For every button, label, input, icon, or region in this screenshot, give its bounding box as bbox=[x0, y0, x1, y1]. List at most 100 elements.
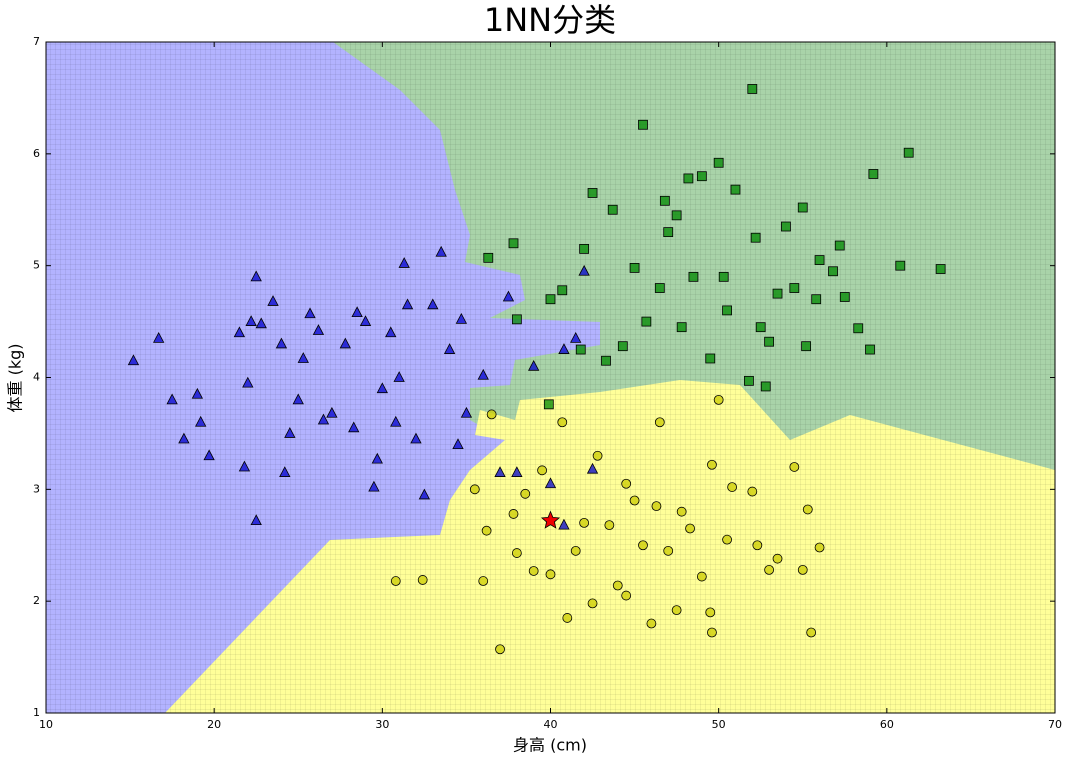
square-point bbox=[638, 119, 648, 130]
square-point bbox=[579, 243, 590, 254]
circle-point bbox=[651, 501, 662, 512]
star-point bbox=[540, 510, 561, 529]
square-point bbox=[755, 322, 766, 333]
triangle-point bbox=[279, 466, 291, 477]
triangle-point bbox=[127, 354, 140, 366]
circle-point bbox=[663, 545, 674, 556]
circle-point bbox=[390, 576, 401, 586]
circle-point bbox=[508, 509, 519, 519]
square-point bbox=[868, 169, 879, 179]
square-point bbox=[865, 344, 875, 355]
square-point bbox=[713, 157, 724, 168]
triangle-point bbox=[242, 376, 254, 388]
square-point bbox=[601, 355, 611, 366]
triangle-point bbox=[195, 415, 207, 427]
grid-texture bbox=[46, 42, 1055, 713]
x-tick-label: 40 bbox=[544, 718, 558, 731]
square-point bbox=[747, 84, 758, 94]
circle-point bbox=[579, 517, 590, 528]
square-point bbox=[750, 232, 761, 243]
square-point bbox=[671, 210, 682, 221]
circle-point bbox=[752, 540, 763, 551]
square-point bbox=[814, 255, 825, 265]
y-tick-label: 5 bbox=[33, 259, 40, 272]
circle-point bbox=[806, 627, 817, 638]
triangle-point bbox=[326, 406, 338, 418]
x-axis-label: 身高 (cm) bbox=[513, 736, 587, 755]
y-tick-label: 2 bbox=[33, 594, 40, 607]
circle-point bbox=[676, 506, 687, 517]
chart-title: 1NN分类 bbox=[484, 1, 616, 39]
circle-point bbox=[562, 613, 573, 623]
triangle-point bbox=[427, 298, 439, 310]
triangle-point bbox=[544, 477, 557, 489]
square-point bbox=[895, 260, 906, 271]
square-point bbox=[718, 271, 729, 282]
circle-point bbox=[654, 417, 665, 428]
square-point bbox=[676, 322, 687, 333]
triangle-point bbox=[153, 331, 165, 343]
square-point bbox=[508, 238, 519, 249]
triangle-point bbox=[418, 488, 431, 500]
triangle-point bbox=[317, 413, 330, 425]
square-point bbox=[828, 266, 838, 277]
circle-point bbox=[417, 575, 428, 585]
square-point bbox=[654, 283, 665, 293]
circle-point bbox=[592, 450, 603, 461]
square-point bbox=[730, 184, 741, 195]
triangle-point bbox=[178, 432, 190, 444]
circle-point bbox=[528, 566, 539, 576]
circle-point bbox=[646, 618, 657, 629]
triangle-point bbox=[267, 295, 279, 306]
square-point bbox=[781, 221, 791, 232]
square-point bbox=[545, 294, 556, 305]
triangle-point bbox=[455, 312, 468, 324]
x-tick-label: 20 bbox=[207, 718, 221, 731]
circle-point bbox=[727, 482, 738, 492]
triangle-point bbox=[203, 449, 215, 461]
triangle-point bbox=[410, 432, 422, 444]
triangle-point bbox=[452, 438, 464, 450]
triangle-point bbox=[245, 315, 257, 326]
triangle-point bbox=[586, 462, 599, 474]
triangle-point bbox=[275, 337, 288, 349]
x-tick-label: 70 bbox=[1048, 718, 1062, 731]
circle-point bbox=[797, 564, 808, 575]
triangle-point bbox=[570, 331, 582, 343]
triangle-point bbox=[297, 352, 309, 363]
square-point bbox=[557, 285, 568, 296]
triangle-point bbox=[401, 298, 414, 310]
triangle-point bbox=[376, 382, 388, 394]
triangle-point bbox=[435, 245, 447, 257]
square-point bbox=[659, 195, 670, 206]
square-point bbox=[607, 204, 618, 215]
square-point bbox=[483, 252, 494, 263]
x-tick-label: 50 bbox=[712, 718, 726, 731]
circle-point bbox=[570, 545, 581, 556]
square-point bbox=[760, 381, 771, 392]
triangle-point bbox=[233, 326, 246, 338]
circle-point bbox=[707, 627, 717, 638]
square-point bbox=[722, 305, 732, 316]
triangle-point bbox=[398, 257, 410, 268]
square-point bbox=[575, 344, 586, 355]
square-point bbox=[834, 240, 845, 251]
square-point bbox=[797, 202, 808, 213]
triangle-point bbox=[477, 368, 489, 380]
y-tick-label: 6 bbox=[33, 147, 40, 160]
circle-point bbox=[537, 465, 547, 476]
triangle-point bbox=[304, 307, 316, 319]
circle-point bbox=[621, 590, 632, 601]
circle-point bbox=[747, 486, 758, 497]
triangle-point bbox=[390, 415, 402, 427]
y-tick-label: 1 bbox=[33, 706, 40, 719]
circle-point bbox=[612, 580, 623, 591]
triangle-point bbox=[494, 466, 506, 477]
square-point bbox=[641, 316, 652, 327]
y-tick-label: 7 bbox=[33, 35, 40, 48]
x-tick-label: 10 bbox=[39, 718, 53, 731]
triangle-point bbox=[578, 264, 590, 276]
triangle-point bbox=[460, 406, 473, 418]
circle-point bbox=[685, 523, 695, 534]
circle-point bbox=[486, 409, 497, 420]
